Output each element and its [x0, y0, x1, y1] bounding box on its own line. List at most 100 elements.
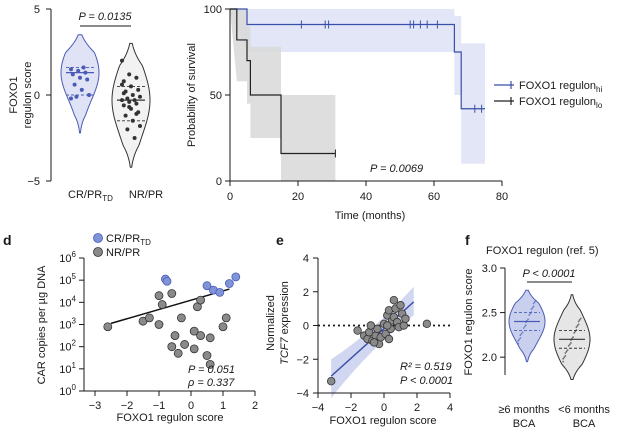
panel-f-point: [530, 308, 533, 311]
panel-d-stat-rho: ρ = 0.337: [187, 377, 235, 389]
panel-d-ytick-exp: 0: [72, 383, 77, 392]
survival-ticks: 0 20 40 60 80 0 50 100: [204, 4, 508, 203]
survival-confidence-bands: [230, 9, 485, 181]
panel-f-point: [578, 319, 581, 321]
survival-curves: [230, 8, 485, 158]
panel-e-point: [373, 324, 382, 334]
panel-f-shape-1: [553, 294, 591, 380]
panel-e-point: [327, 376, 336, 386]
legend-nrpr-label: NR/PR: [106, 247, 140, 259]
legend-lo-sub: lo: [596, 101, 603, 110]
panel-e-point: [369, 338, 379, 347]
panel-d-point: [196, 331, 206, 340]
survival-pvalue-text: P = 0.0069: [370, 163, 423, 175]
violin-top-ytick-label: 5: [34, 4, 40, 16]
panel-d-point: [180, 340, 190, 349]
panel-f-point: [517, 342, 520, 345]
panel-f-point: [532, 305, 535, 308]
violin-top-point: [121, 91, 126, 96]
panel-e-ytick-label: 0: [303, 321, 309, 333]
panel-f-point: [532, 302, 535, 305]
violin-top-point: [85, 77, 90, 82]
panel-f-ytick-label: 2.5: [482, 308, 497, 320]
panel-f-point: [579, 317, 582, 320]
panel-e-ytick-label: 4: [303, 253, 309, 265]
violin-top-point: [69, 96, 73, 101]
panel-f-point: [572, 336, 574, 339]
panel-f-point: [528, 314, 531, 316]
panel-d-point: [162, 276, 172, 286]
panel-d-ytick-exp: 6: [72, 250, 77, 259]
panel-f-point: [519, 334, 522, 337]
panel-f-point: [527, 318, 529, 321]
legend-crpr-label: CR/PRTD: [106, 233, 151, 247]
panel-f-point: [529, 312, 532, 315]
panel-f-point: [565, 350, 568, 353]
panel-d-point: [221, 313, 231, 323]
panel-d-ytick-base: 10: [59, 253, 71, 265]
survival-ytick-label: 100: [204, 4, 222, 16]
panel-d-fit: [110, 288, 230, 325]
panel-e-ylabel-2-text: TCF7 expression: [279, 281, 291, 365]
panel-e-stat-p: P < 0.0001: [400, 375, 453, 387]
panel-d-ytick-label: 106: [59, 250, 76, 265]
panel-f-point: [519, 337, 522, 339]
panel-e-ytick-label: 2: [303, 287, 309, 299]
violin-top-point: [70, 72, 75, 77]
panel-e-point: [384, 334, 394, 344]
violin-top-xlabel-cr-sub: TD: [102, 194, 113, 203]
panel-f-pvalue: P < 0.0001: [522, 268, 575, 280]
survival-xtick-label: 0: [227, 191, 233, 203]
panel-d-letter: d: [3, 232, 12, 248]
panel-d-point: [167, 342, 177, 352]
panel-d-point: [176, 313, 186, 323]
panel-f-point: [577, 320, 580, 323]
panel-d-point: [189, 326, 199, 336]
legend-lo-main: FOXO1 regulon: [519, 96, 596, 108]
violin-top-point: [74, 94, 79, 99]
survival-xtick-label: 80: [496, 191, 508, 203]
violin-top-point: [132, 98, 137, 103]
panel-d-ytick-label: 103: [59, 317, 76, 332]
panel-f-point: [575, 326, 578, 329]
panel-f: f FOXO1 regulon (ref. 5) 2.0 2.5 3.0 FOXO1…: [463, 232, 610, 430]
violin-top-point: [78, 75, 82, 80]
panel-e-ylabel-2: TCF7 expression: [279, 281, 291, 365]
panel-f-point: [534, 299, 537, 302]
violin-top-point: [69, 67, 73, 72]
panel-d-ytick-exp: 5: [72, 272, 77, 281]
panel-f-cat2-line2: BCA: [573, 418, 596, 430]
survival-ylabel: Probability of survival: [186, 43, 198, 147]
panel-f-point: [563, 356, 566, 359]
panel-d-ytick-label: 102: [59, 339, 76, 354]
legend-crpr-swatch: [93, 233, 103, 243]
panel-e-ticks: −4 −2 0 2 4 −4 −2 0 2 4: [296, 253, 453, 414]
legend-crpr-sub: TD: [140, 238, 151, 247]
legend-hi-sub: hi: [596, 85, 602, 94]
violin-top-point: [130, 118, 135, 123]
panel-e-ylabel-gene: TCF7: [279, 337, 291, 365]
panel-d-xtick-label: −3: [89, 400, 102, 412]
survival-band-hi: [230, 9, 485, 164]
panel-d-fit-line: [110, 288, 230, 325]
violin-top-xlabel-nr: NR/PR: [129, 189, 163, 201]
panel-d-xtick-label: 0: [188, 400, 194, 412]
legend-nrpr-swatch: [93, 247, 103, 257]
panel-e-xtick-label: 0: [381, 402, 387, 414]
panel-d-point: [189, 344, 199, 354]
panel-e-ytick-label: −2: [296, 354, 309, 366]
legend-hi-label: FOXO1 regulonhi: [519, 80, 602, 94]
panel-e-xlabel: FOXO1 regulon score: [330, 415, 437, 427]
panel-d-point: [157, 300, 167, 309]
panel-d-legend: CR/PRTD NR/PR: [93, 233, 151, 259]
panel-d-point: [205, 333, 215, 343]
survival-curve-hi: [230, 8, 485, 110]
panel-d-ytick-label: 105: [59, 272, 76, 287]
violin-top-point: [125, 127, 130, 132]
violin-top-xlabel-cr: CR/PRTD: [68, 189, 113, 203]
violin-top-point: [134, 101, 139, 106]
panel-e-ytick-label: −4: [296, 388, 309, 400]
panel-d-xtick-label: −1: [153, 400, 166, 412]
